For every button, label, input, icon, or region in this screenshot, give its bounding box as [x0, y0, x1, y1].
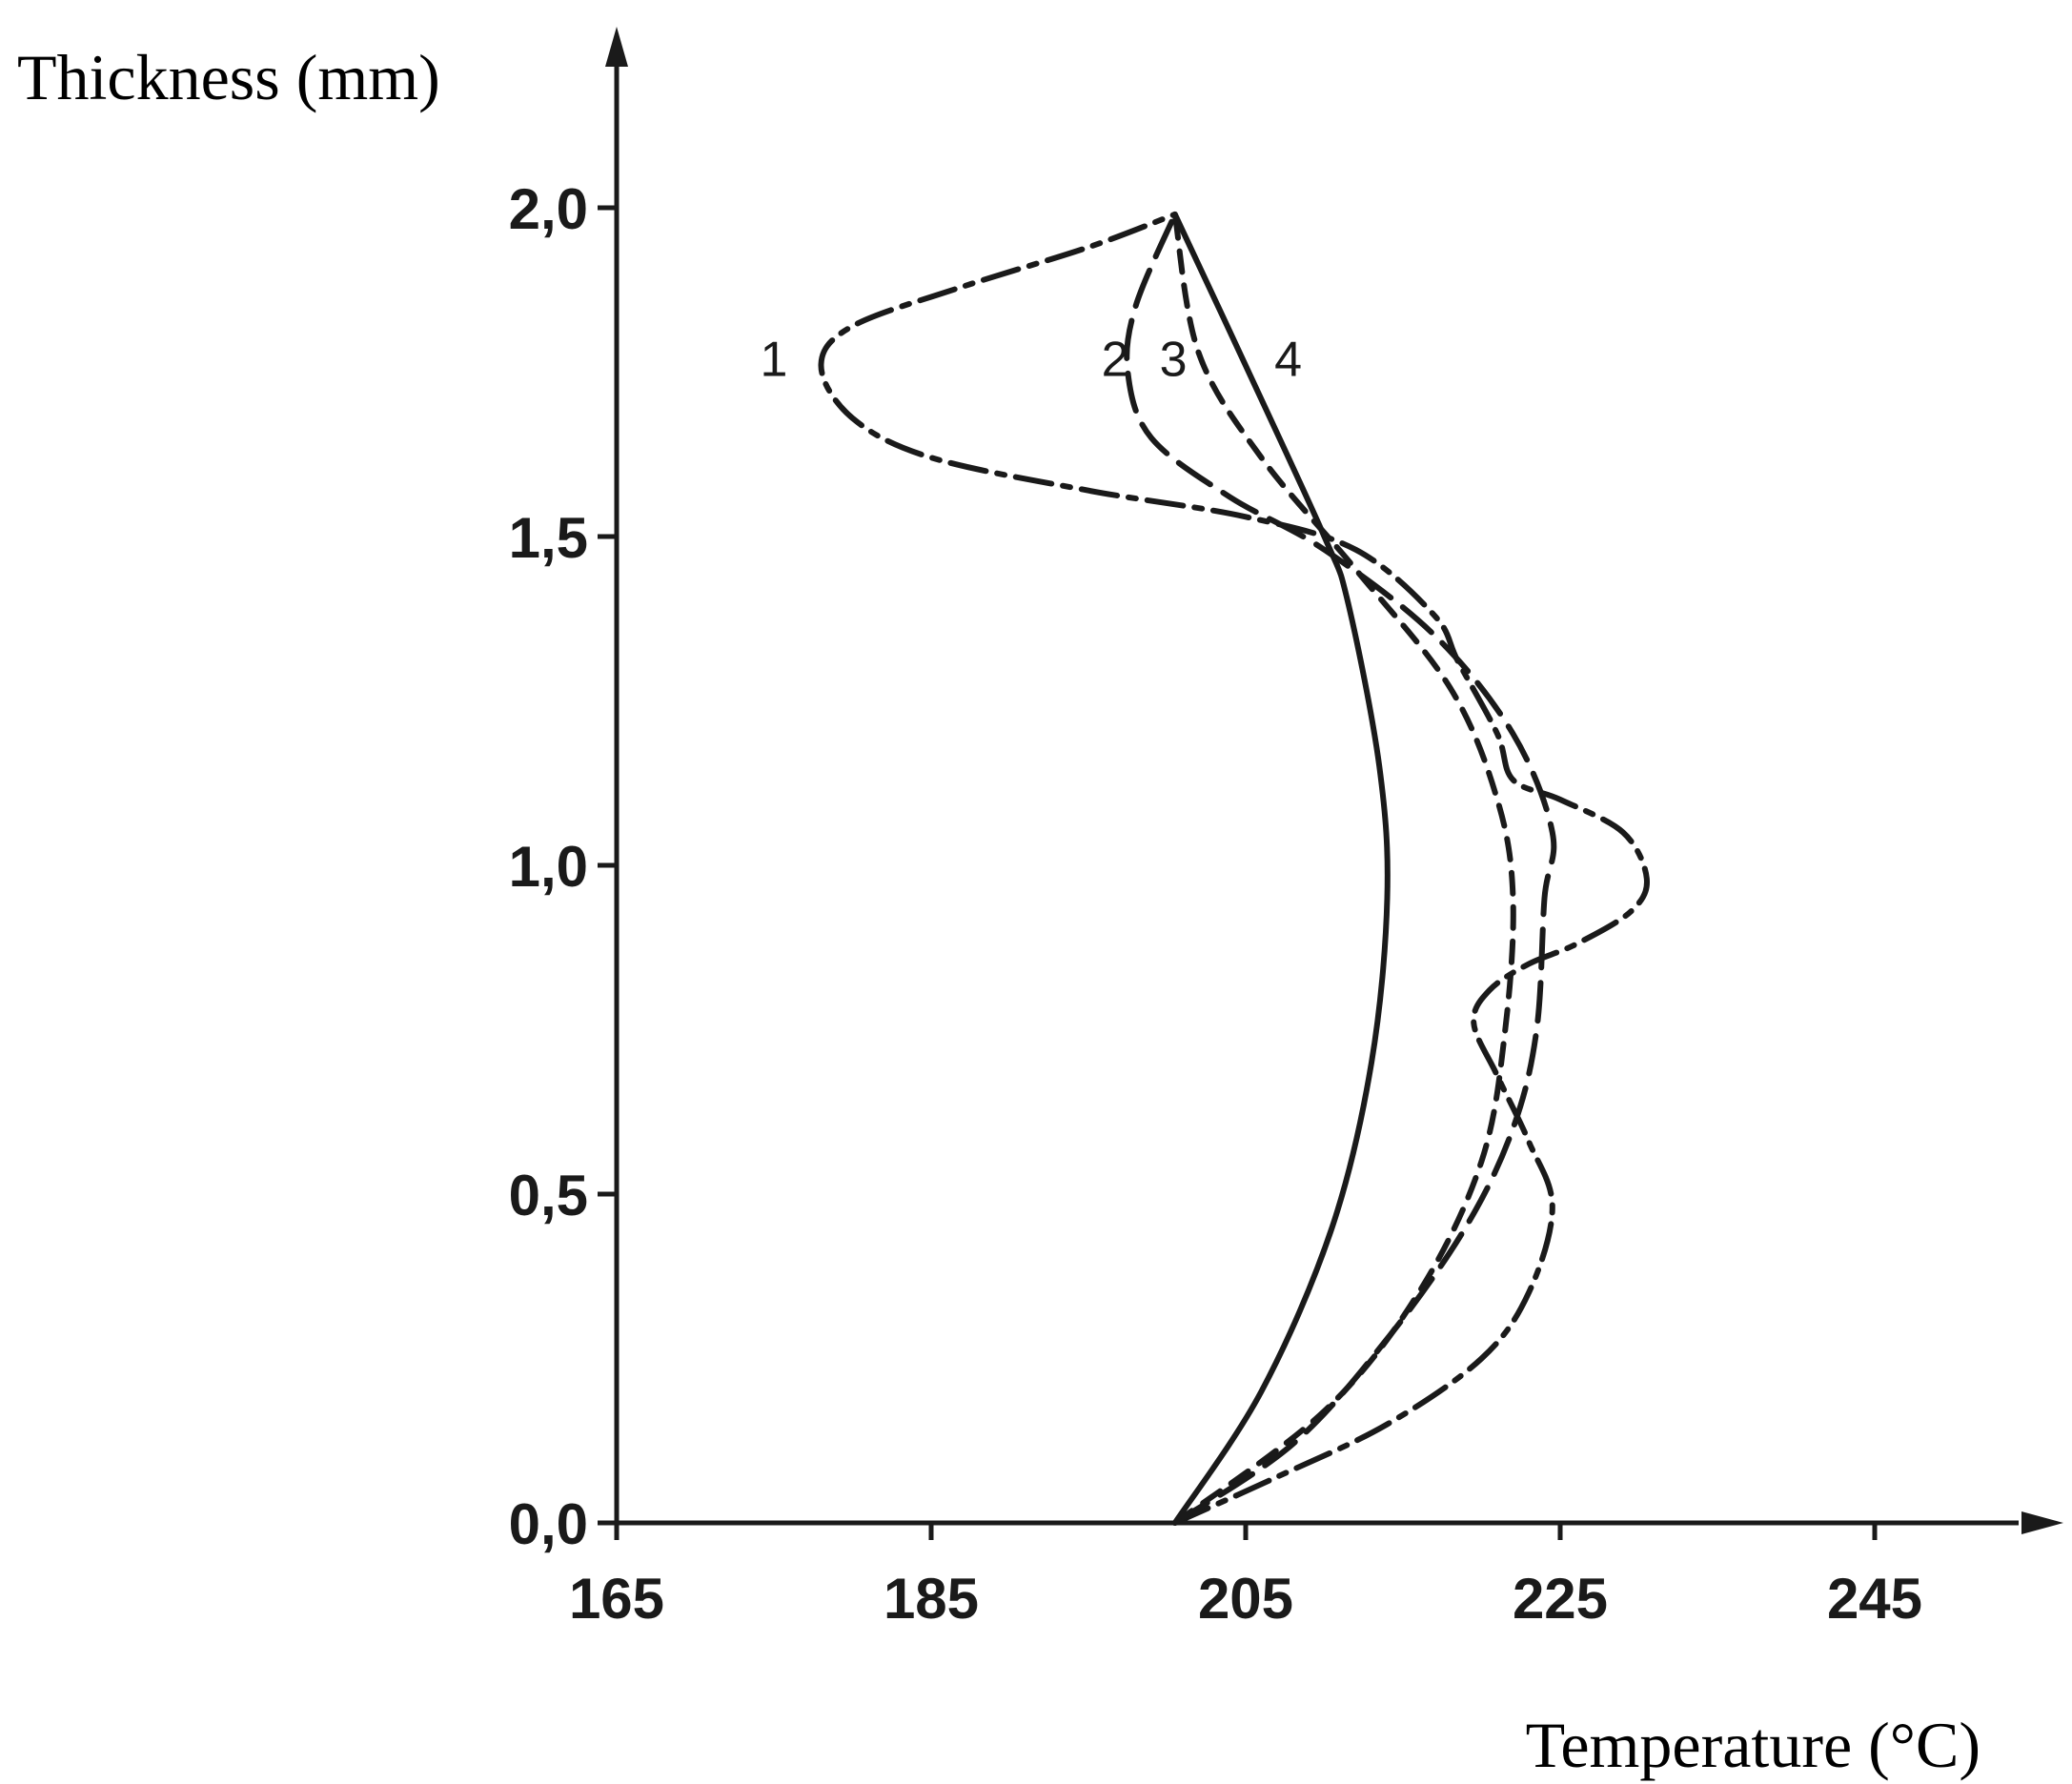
series-4-label: 4 — [1274, 333, 1302, 388]
series-3-line — [1171, 211, 1516, 1526]
x-tick-label: 185 — [884, 1567, 979, 1631]
x-tick-label: 205 — [1198, 1567, 1293, 1631]
x-tick-label: 165 — [569, 1567, 664, 1631]
series-2-line — [1124, 211, 1557, 1526]
y-axis — [605, 27, 628, 1523]
series-3-label: 3 — [1160, 333, 1188, 388]
ticks: 165 185 205 225 245 0,0 0,5 1,0 1,5 2,0 — [509, 177, 1922, 1631]
y-tick-label: 1,5 — [509, 506, 588, 570]
series-1-line — [818, 211, 1650, 1526]
x-tick-label: 225 — [1513, 1567, 1608, 1631]
y-tick-label: 2,0 — [509, 177, 588, 241]
y-tick-label: 0,5 — [509, 1164, 588, 1227]
y-axis-arrowhead — [605, 27, 628, 67]
series-group — [818, 211, 1650, 1526]
y-tick-label: 1,0 — [509, 835, 588, 899]
series-4-line — [1171, 211, 1391, 1526]
x-tick-label: 245 — [1827, 1567, 1922, 1631]
series-1-label: 1 — [761, 333, 788, 388]
series-2-label: 2 — [1102, 333, 1129, 388]
x-axis-title: Temperature (°C) — [1526, 1709, 1981, 1781]
x-axis-arrowhead — [2021, 1511, 2063, 1534]
x-axis — [617, 1511, 2063, 1534]
y-axis-title: Thickness (mm) — [17, 41, 440, 113]
y-tick-label: 0,0 — [509, 1492, 588, 1556]
